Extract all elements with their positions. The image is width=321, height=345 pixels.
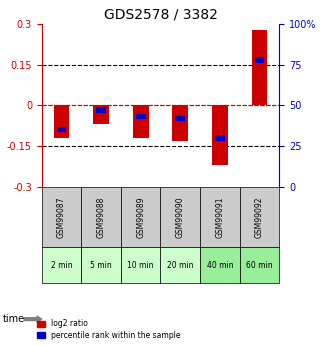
Bar: [54, 105, 69, 138]
FancyBboxPatch shape: [121, 187, 160, 247]
Text: 40 min: 40 min: [207, 260, 233, 270]
FancyBboxPatch shape: [121, 247, 160, 283]
Title: GDS2578 / 3382: GDS2578 / 3382: [104, 8, 217, 22]
FancyBboxPatch shape: [240, 187, 279, 247]
Text: GSM99092: GSM99092: [255, 196, 264, 238]
Bar: [175, 116, 185, 121]
Text: GSM99091: GSM99091: [215, 196, 224, 238]
Bar: [172, 105, 188, 140]
Text: 60 min: 60 min: [246, 260, 273, 270]
Bar: [255, 57, 265, 62]
Bar: [133, 105, 149, 138]
FancyBboxPatch shape: [200, 187, 240, 247]
FancyBboxPatch shape: [81, 247, 121, 283]
Bar: [252, 30, 267, 105]
Text: GSM99089: GSM99089: [136, 196, 145, 238]
FancyBboxPatch shape: [240, 247, 279, 283]
FancyBboxPatch shape: [160, 247, 200, 283]
Text: 10 min: 10 min: [127, 260, 154, 270]
Text: time: time: [3, 314, 25, 324]
FancyBboxPatch shape: [42, 187, 81, 247]
Bar: [212, 105, 228, 165]
Bar: [56, 127, 66, 132]
Text: 20 min: 20 min: [167, 260, 194, 270]
Text: GSM99090: GSM99090: [176, 196, 185, 238]
FancyBboxPatch shape: [160, 187, 200, 247]
FancyBboxPatch shape: [81, 187, 121, 247]
Bar: [93, 105, 109, 124]
Text: 5 min: 5 min: [90, 260, 112, 270]
FancyBboxPatch shape: [42, 247, 81, 283]
Text: GSM99088: GSM99088: [97, 196, 106, 238]
Legend: log2 ratio, percentile rank within the sample: log2 ratio, percentile rank within the s…: [36, 318, 182, 341]
FancyBboxPatch shape: [200, 247, 240, 283]
Bar: [96, 108, 106, 113]
Text: 2 min: 2 min: [51, 260, 72, 270]
Bar: [136, 114, 146, 119]
Bar: [215, 135, 225, 140]
Text: GSM99087: GSM99087: [57, 196, 66, 238]
